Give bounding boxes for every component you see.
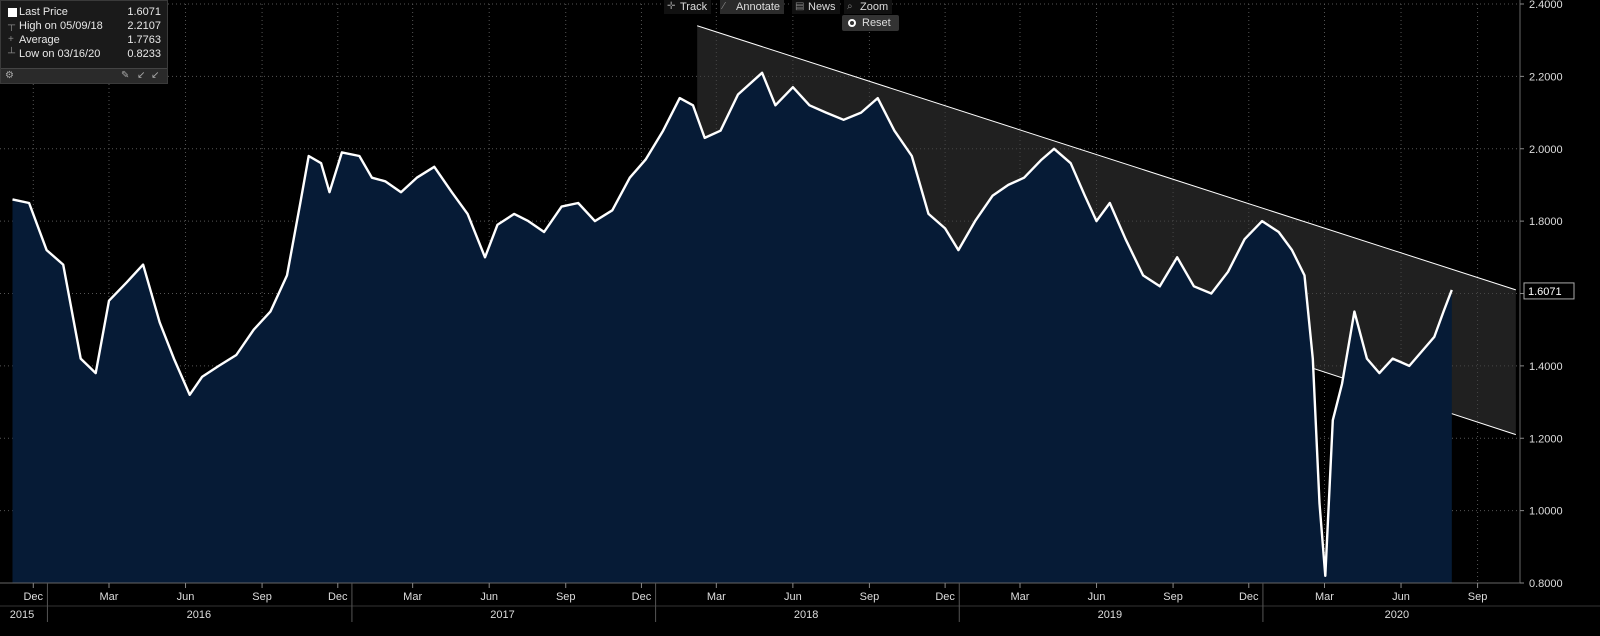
y-tick-label: 1.4000 (1529, 361, 1563, 373)
legend-label: Average (19, 34, 60, 46)
y-tick-label: 2.4000 (1529, 0, 1563, 11)
x-tick-label: Dec (1239, 591, 1259, 603)
price-series (12, 71, 1453, 584)
x-tick-label: Dec (632, 591, 652, 603)
legend-value: 2.2107 (127, 20, 161, 32)
minimize-icon[interactable]: ↙ (151, 70, 160, 81)
legend-row-average[interactable]: + Average 1.7763 (8, 33, 161, 47)
zoom-button[interactable]: ⌕ Zoom (844, 0, 893, 14)
average-marker-icon: + (8, 34, 14, 45)
x-tick-label: Sep (556, 591, 576, 603)
high-marker-icon: ┬ (8, 20, 16, 31)
x-year-label: 2019 (1098, 609, 1122, 621)
x-tick-label: Jun (784, 591, 802, 603)
x-tick-label: Jun (1392, 591, 1410, 603)
legend-row-low[interactable]: ┴ Low on 03/16/20 0.8233 (8, 47, 161, 61)
zoom-label: Zoom (860, 1, 889, 13)
last-price-swatch-icon (8, 8, 17, 17)
last-price-box (1523, 282, 1575, 300)
channel-upper-line (697, 25, 1516, 291)
legend-panel: Last Price 1.6071 ┬ High on 05/09/18 2.2… (0, 0, 168, 84)
x-tick-label: Dec (935, 591, 955, 603)
x-tick-label: Jun (177, 591, 195, 603)
chart-axes: 0.80001.00001.20001.40001.60001.80002.00… (0, 0, 1600, 622)
x-tick-label: Dec (328, 591, 348, 603)
x-tick-label: Mar (1011, 591, 1030, 603)
x-year-label: 2015 (10, 609, 34, 621)
news-button[interactable]: ▤ News (792, 0, 840, 14)
x-tick-label: Jun (1088, 591, 1106, 603)
x-tick-label: Mar (100, 591, 119, 603)
y-tick-label: 1.0000 (1529, 506, 1563, 518)
legend-label: Low on 03/16/20 (19, 48, 101, 60)
legend-value: 1.7763 (127, 34, 161, 46)
legend-row-high[interactable]: ┬ High on 05/09/18 2.2107 (8, 19, 161, 33)
x-year-label: 2018 (794, 609, 818, 621)
y-tick-label: 1.2000 (1529, 433, 1563, 445)
price-area (12, 72, 1452, 584)
x-tick-label: Dec (23, 591, 43, 603)
y-tick-label: 0.8000 (1529, 578, 1563, 590)
x-year-label: 2020 (1385, 609, 1409, 621)
legend-label: High on 05/09/18 (19, 20, 103, 32)
x-tick-label: Mar (403, 591, 422, 603)
news-icon: ▤ (795, 1, 805, 12)
last-price-label: 1.6071 (1528, 286, 1562, 298)
annotate-button[interactable]: ⁄ Annotate (720, 0, 785, 14)
reset-label: Reset (862, 17, 891, 29)
x-tick-label: Mar (1315, 591, 1334, 603)
x-tick-label: Sep (1163, 591, 1183, 603)
annotate-label: Annotate (736, 1, 781, 13)
x-tick-label: Mar (707, 591, 726, 603)
pin-icon[interactable]: ✎ (121, 70, 130, 81)
low-marker-icon: ┴ (8, 48, 16, 59)
crosshair-icon: ✛ (667, 1, 676, 12)
reset-icon (848, 19, 856, 27)
y-tick-label: 2.0000 (1529, 144, 1563, 156)
x-year-label: 2016 (187, 609, 211, 621)
reset-button[interactable]: Reset (842, 15, 899, 31)
legend-value: 1.6071 (127, 6, 161, 18)
magnifier-icon: ⌕ (847, 1, 853, 12)
pencil-icon: ⁄ (723, 1, 725, 12)
news-label: News (808, 1, 836, 13)
track-button[interactable]: ✛ Track (664, 0, 712, 14)
track-label: Track (680, 1, 708, 13)
legend-value: 0.8233 (127, 48, 161, 60)
legend-row-last-price[interactable]: Last Price 1.6071 (8, 5, 161, 19)
legend-toolbar: ⚙ ✎ ↙ ↙ (1, 68, 167, 83)
x-tick-label: Sep (252, 591, 272, 603)
collapse-icon[interactable]: ↙ (137, 70, 146, 81)
y-tick-label: 1.8000 (1529, 216, 1563, 228)
x-tick-label: Sep (1468, 591, 1488, 603)
x-tick-label: Jun (480, 591, 498, 603)
legend-label: Last Price (19, 6, 68, 18)
x-year-label: 2017 (490, 609, 514, 621)
gear-icon[interactable]: ⚙ (5, 70, 14, 81)
x-tick-label: Sep (860, 591, 880, 603)
price-line (12, 71, 1453, 577)
y-tick-label: 2.2000 (1529, 71, 1563, 83)
